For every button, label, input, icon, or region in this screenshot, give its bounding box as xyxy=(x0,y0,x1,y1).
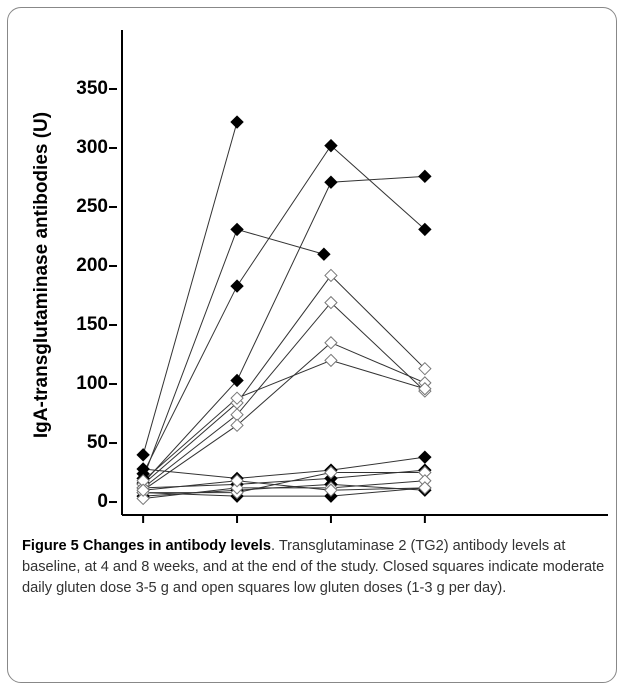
y-tick-label: 350 xyxy=(76,78,108,99)
series-line xyxy=(142,175,425,484)
series-line xyxy=(143,480,425,491)
open-diamond xyxy=(418,481,432,495)
y-tick-label: 100 xyxy=(76,373,108,394)
filled-diamond xyxy=(324,138,338,153)
y-tick-label: 200 xyxy=(76,255,108,276)
filled-diamond xyxy=(230,279,244,293)
series-line xyxy=(142,359,426,482)
series-line xyxy=(142,342,426,491)
series-line xyxy=(142,301,426,489)
open-diamond xyxy=(324,268,338,283)
filled-diamond xyxy=(418,169,432,184)
y-axis-label: IgA-transglutaminase antibodies (U) xyxy=(31,112,52,438)
open-diamond xyxy=(324,465,338,480)
filled-diamond xyxy=(418,450,432,464)
caption-title: Figure 5 Changes in antibody levels xyxy=(22,538,271,554)
series-line xyxy=(143,456,425,479)
frame xyxy=(7,7,617,683)
caption: Figure 5 Changes in antibody levels. Tra… xyxy=(22,536,612,599)
open-diamond xyxy=(136,491,150,506)
open-diamond xyxy=(230,391,244,405)
chart: IgA-transglutaminase antibodies (U) 0 50 1… xyxy=(31,30,608,523)
series-line xyxy=(142,121,238,455)
y-tick-label: 150 xyxy=(76,314,108,335)
open-diamond xyxy=(230,474,244,488)
caption-text: . Transglutaminase 2 (TG2) antibody leve… xyxy=(22,538,605,596)
series-line xyxy=(143,487,425,497)
open-diamond xyxy=(324,295,338,310)
open-diamond xyxy=(418,382,432,396)
y-tick-label: 250 xyxy=(76,196,108,217)
filled-diamond xyxy=(418,222,432,237)
y-tick-label: 50 xyxy=(87,432,108,453)
open-diamond xyxy=(230,418,244,433)
series-line xyxy=(143,469,425,489)
filled-diamond xyxy=(230,373,244,388)
open-diamond xyxy=(418,361,432,376)
open-diamond xyxy=(230,481,244,495)
filled-diamond xyxy=(230,115,244,129)
filled-diamond xyxy=(136,448,150,462)
filled-diamond xyxy=(230,222,244,237)
open-diamond xyxy=(136,483,150,497)
series-line xyxy=(142,228,325,479)
y-tick-label: 300 xyxy=(76,137,108,158)
series-line xyxy=(143,480,425,499)
series-line xyxy=(142,144,426,474)
series-line xyxy=(143,472,425,494)
filled-diamond xyxy=(324,175,338,189)
open-diamond xyxy=(324,353,338,368)
y-tick-label: 0 xyxy=(97,491,108,512)
filled-diamond xyxy=(317,247,331,261)
open-diamond xyxy=(324,336,338,350)
series-line xyxy=(142,274,426,485)
open-diamond xyxy=(324,483,338,497)
